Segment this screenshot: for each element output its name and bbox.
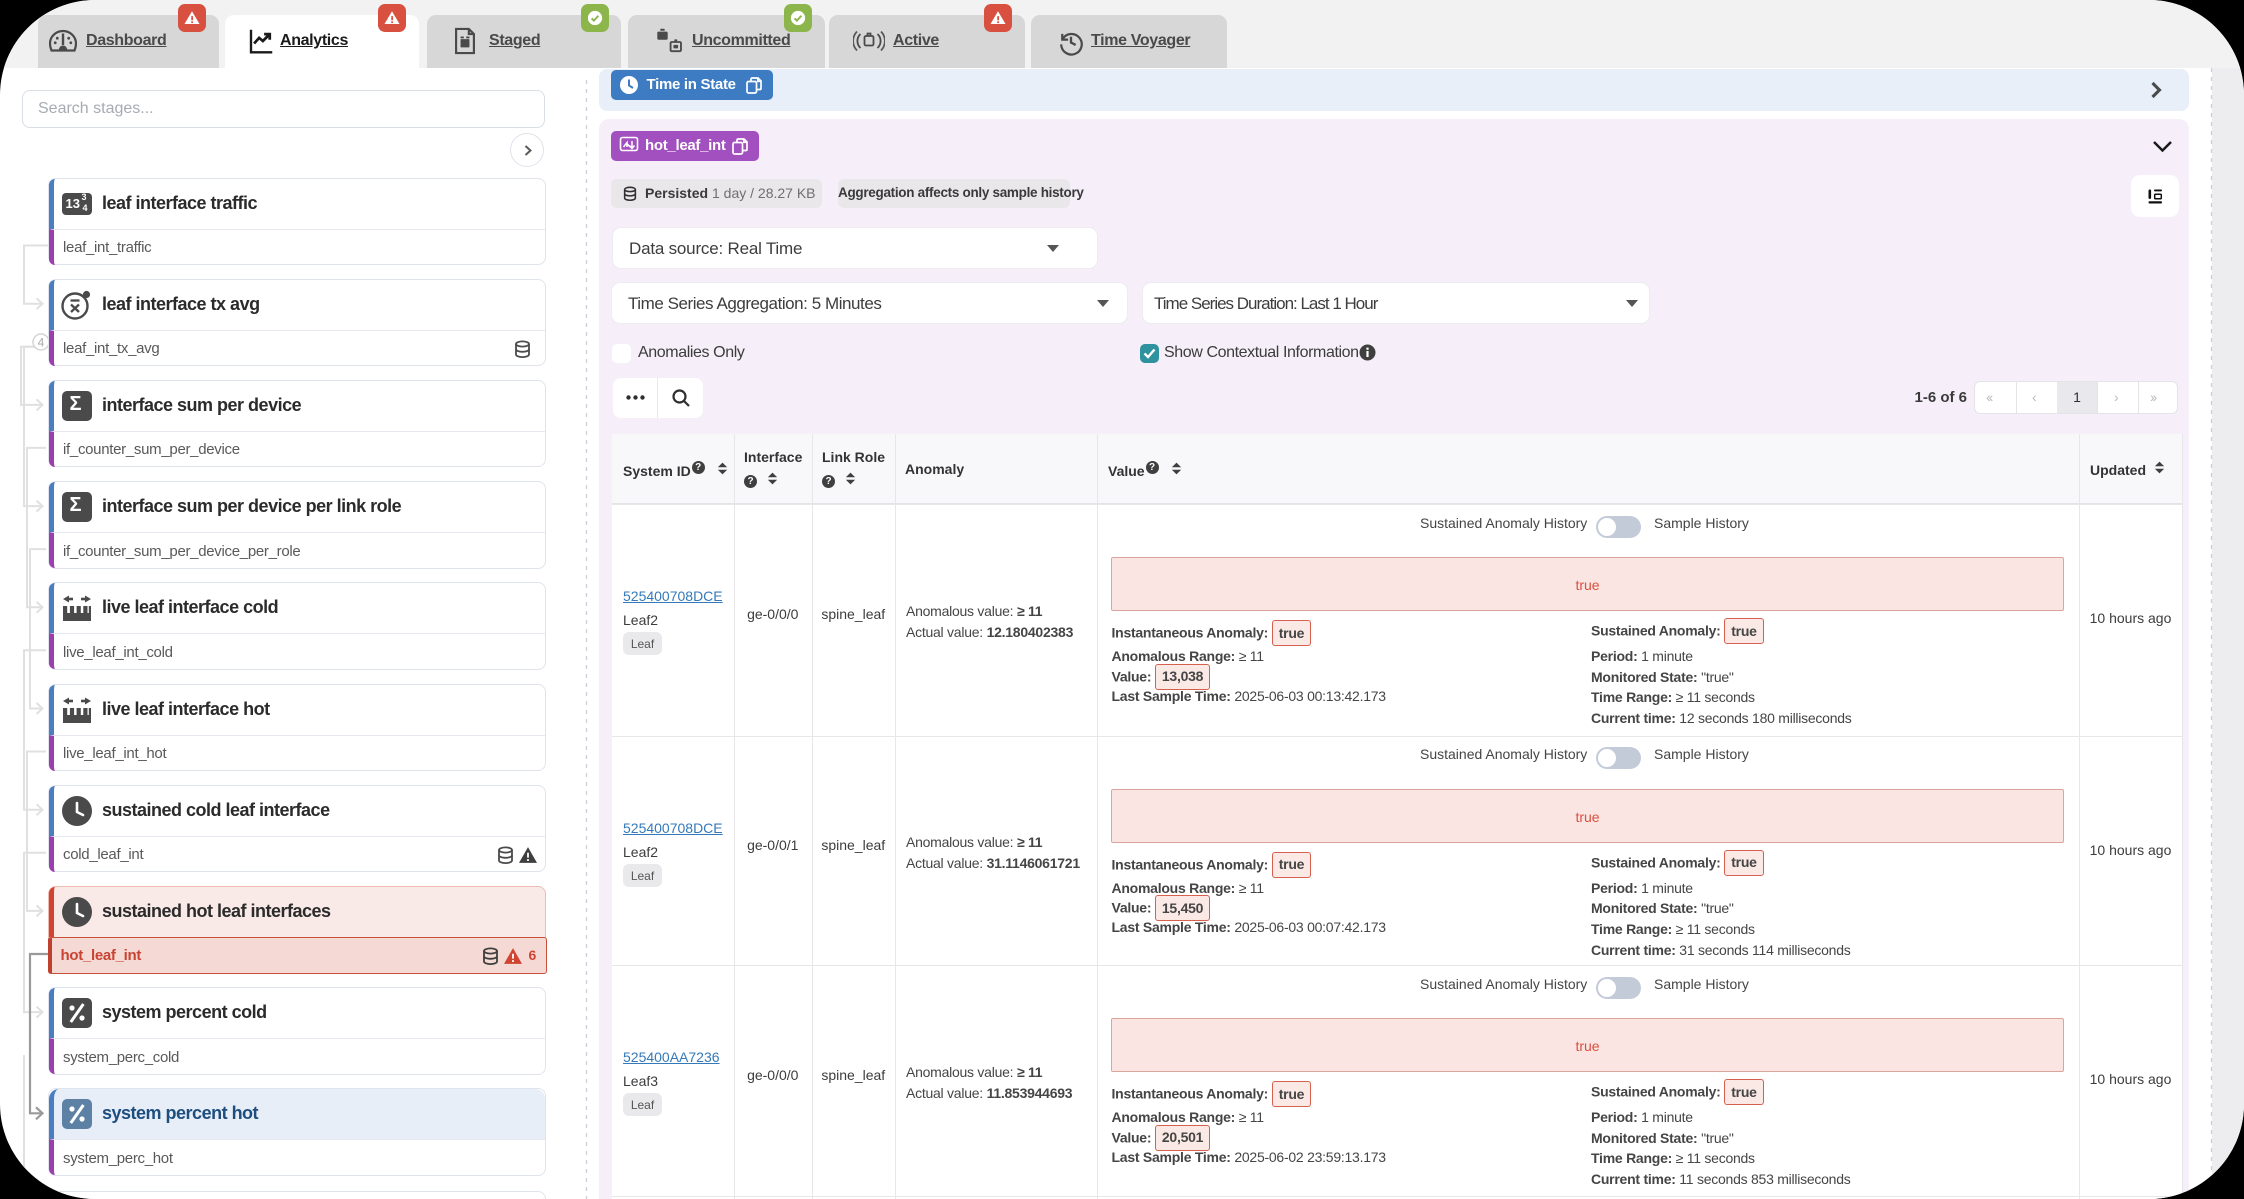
svg-text:4: 4: [38, 336, 45, 350]
